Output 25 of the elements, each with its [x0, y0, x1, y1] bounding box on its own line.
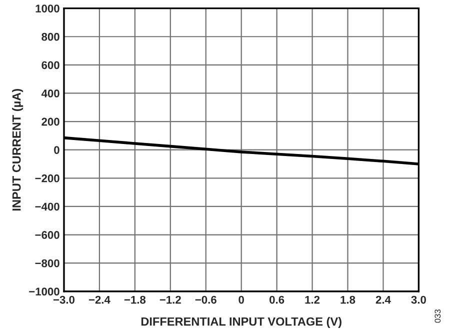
x-tick-label: 1.2 — [305, 296, 320, 304]
x-tick-label: −3.0 — [53, 296, 74, 304]
x-tick-label: 0.6 — [270, 296, 284, 304]
text: 033 — [434, 309, 441, 323]
x-tick-label: 0 — [238, 296, 244, 304]
y-tick-label: −800 — [35, 259, 60, 268]
y-tick-label: −200 — [35, 174, 60, 182]
x-tick-label: −1.8 — [124, 296, 146, 304]
y-tick-label: 0 — [54, 146, 60, 154]
y-tick-label: 400 — [41, 90, 60, 98]
x-tick-label: 3.0 — [411, 296, 426, 304]
x-tick-label: 1.8 — [340, 296, 356, 304]
y-tick-label: −400 — [35, 202, 60, 211]
y-tick-label: −1000 — [29, 288, 60, 296]
y-tick-label: −600 — [35, 231, 60, 239]
x-tick-label: −1.2 — [160, 296, 181, 304]
y-tick-label: 1000 — [36, 4, 60, 12]
x-tick-label: −0.6 — [195, 296, 216, 304]
x-tick-label: 2.4 — [376, 296, 391, 304]
y-tick-label: 800 — [42, 32, 60, 41]
y-tick-label: 200 — [42, 118, 60, 126]
x-axis-title: DIFFERENTIAL INPUT VOLTAGE (V) — [141, 317, 342, 328]
y-axis-title: INPUT CURRENT (µA) — [12, 88, 24, 210]
x-tick-label: −2.4 — [88, 296, 110, 304]
y-tick-label: 600 — [42, 61, 60, 70]
